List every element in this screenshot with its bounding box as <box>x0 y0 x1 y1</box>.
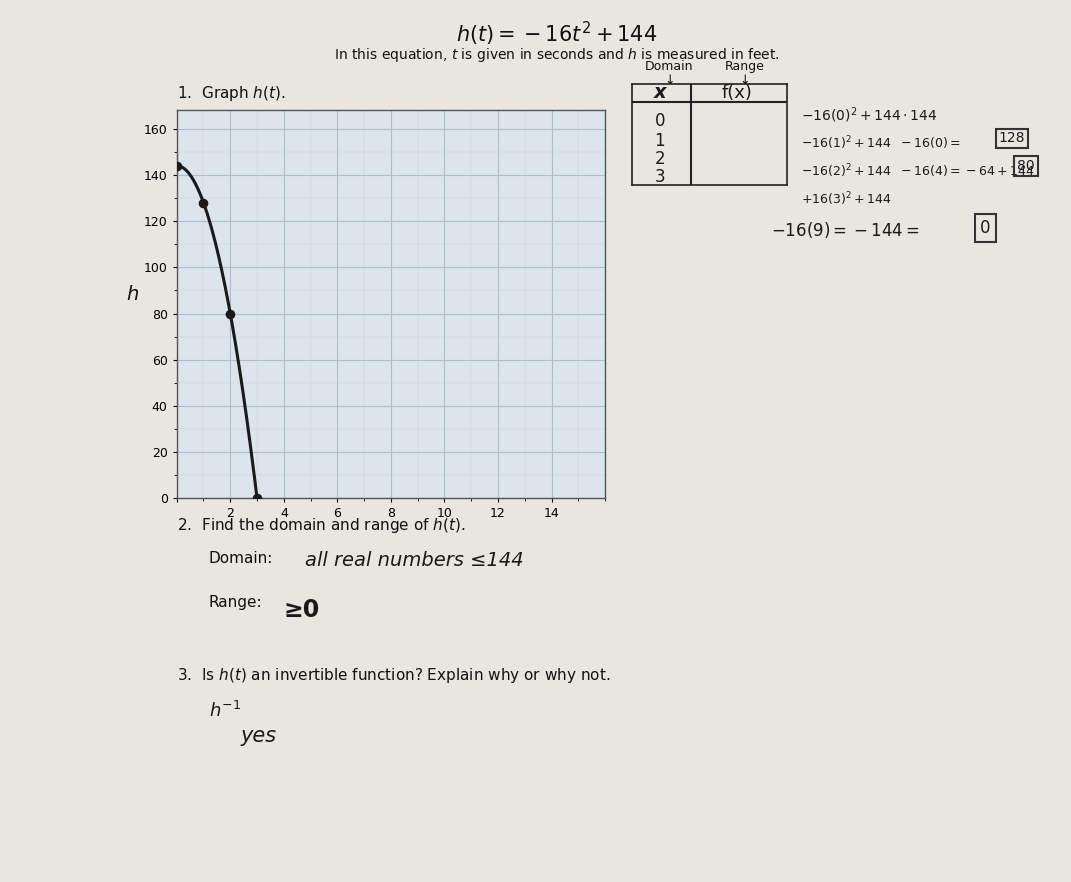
Text: $h^{-1}$: $h^{-1}$ <box>209 701 241 721</box>
Text: 0: 0 <box>654 112 665 131</box>
Text: x: x <box>653 84 666 102</box>
Text: yes: yes <box>241 726 277 746</box>
Text: $-16(9) = -144 = $: $-16(9) = -144 = $ <box>771 220 920 241</box>
Text: 128: 128 <box>999 131 1025 146</box>
Y-axis label: $h$: $h$ <box>126 285 139 304</box>
Text: Range:: Range: <box>209 595 262 610</box>
Text: 2: 2 <box>654 150 665 168</box>
Text: 0: 0 <box>980 219 991 236</box>
Text: 1: 1 <box>654 131 665 150</box>
Point <box>168 159 185 173</box>
Text: $-16(0)^2+144 \cdot 144$: $-16(0)^2+144 \cdot 144$ <box>801 106 938 125</box>
Text: ↓: ↓ <box>739 74 750 87</box>
Text: 3: 3 <box>654 168 665 186</box>
Point <box>222 306 239 320</box>
Text: 1.  Graph $h(t)$.: 1. Graph $h(t)$. <box>177 84 285 103</box>
Text: all real numbers ≤144: all real numbers ≤144 <box>305 551 524 571</box>
Text: ↓: ↓ <box>664 74 675 87</box>
Point <box>248 491 266 505</box>
Text: $-16(2)^2+144 \ \ -16(4) = -64+144$: $-16(2)^2+144 \ \ -16(4) = -64+144$ <box>801 162 1035 180</box>
Text: 80: 80 <box>1017 159 1035 173</box>
Text: Domain: Domain <box>645 60 694 73</box>
Text: 3.  Is $h(t)$ an invertible function? Explain why or why not.: 3. Is $h(t)$ an invertible function? Exp… <box>177 666 610 685</box>
Text: Range: Range <box>724 60 765 73</box>
Text: ≥0: ≥0 <box>284 598 320 622</box>
Text: $+16(3)^2+144$: $+16(3)^2+144$ <box>801 191 892 208</box>
Text: f(x): f(x) <box>722 84 753 102</box>
Text: 2.  Find the domain and range of $h(t)$.: 2. Find the domain and range of $h(t)$. <box>177 516 465 535</box>
Text: In this equation, $t$ is given in seconds and $h$ is measured in feet.: In this equation, $t$ is given in second… <box>334 46 780 64</box>
Text: $h(t) = -16t^2 + 144$: $h(t) = -16t^2 + 144$ <box>456 19 658 48</box>
Point <box>195 196 212 210</box>
Text: $-16(1)^2+144 \ \ -16(0) = $: $-16(1)^2+144 \ \ -16(0) = $ <box>801 134 961 152</box>
Text: Domain:: Domain: <box>209 551 273 566</box>
